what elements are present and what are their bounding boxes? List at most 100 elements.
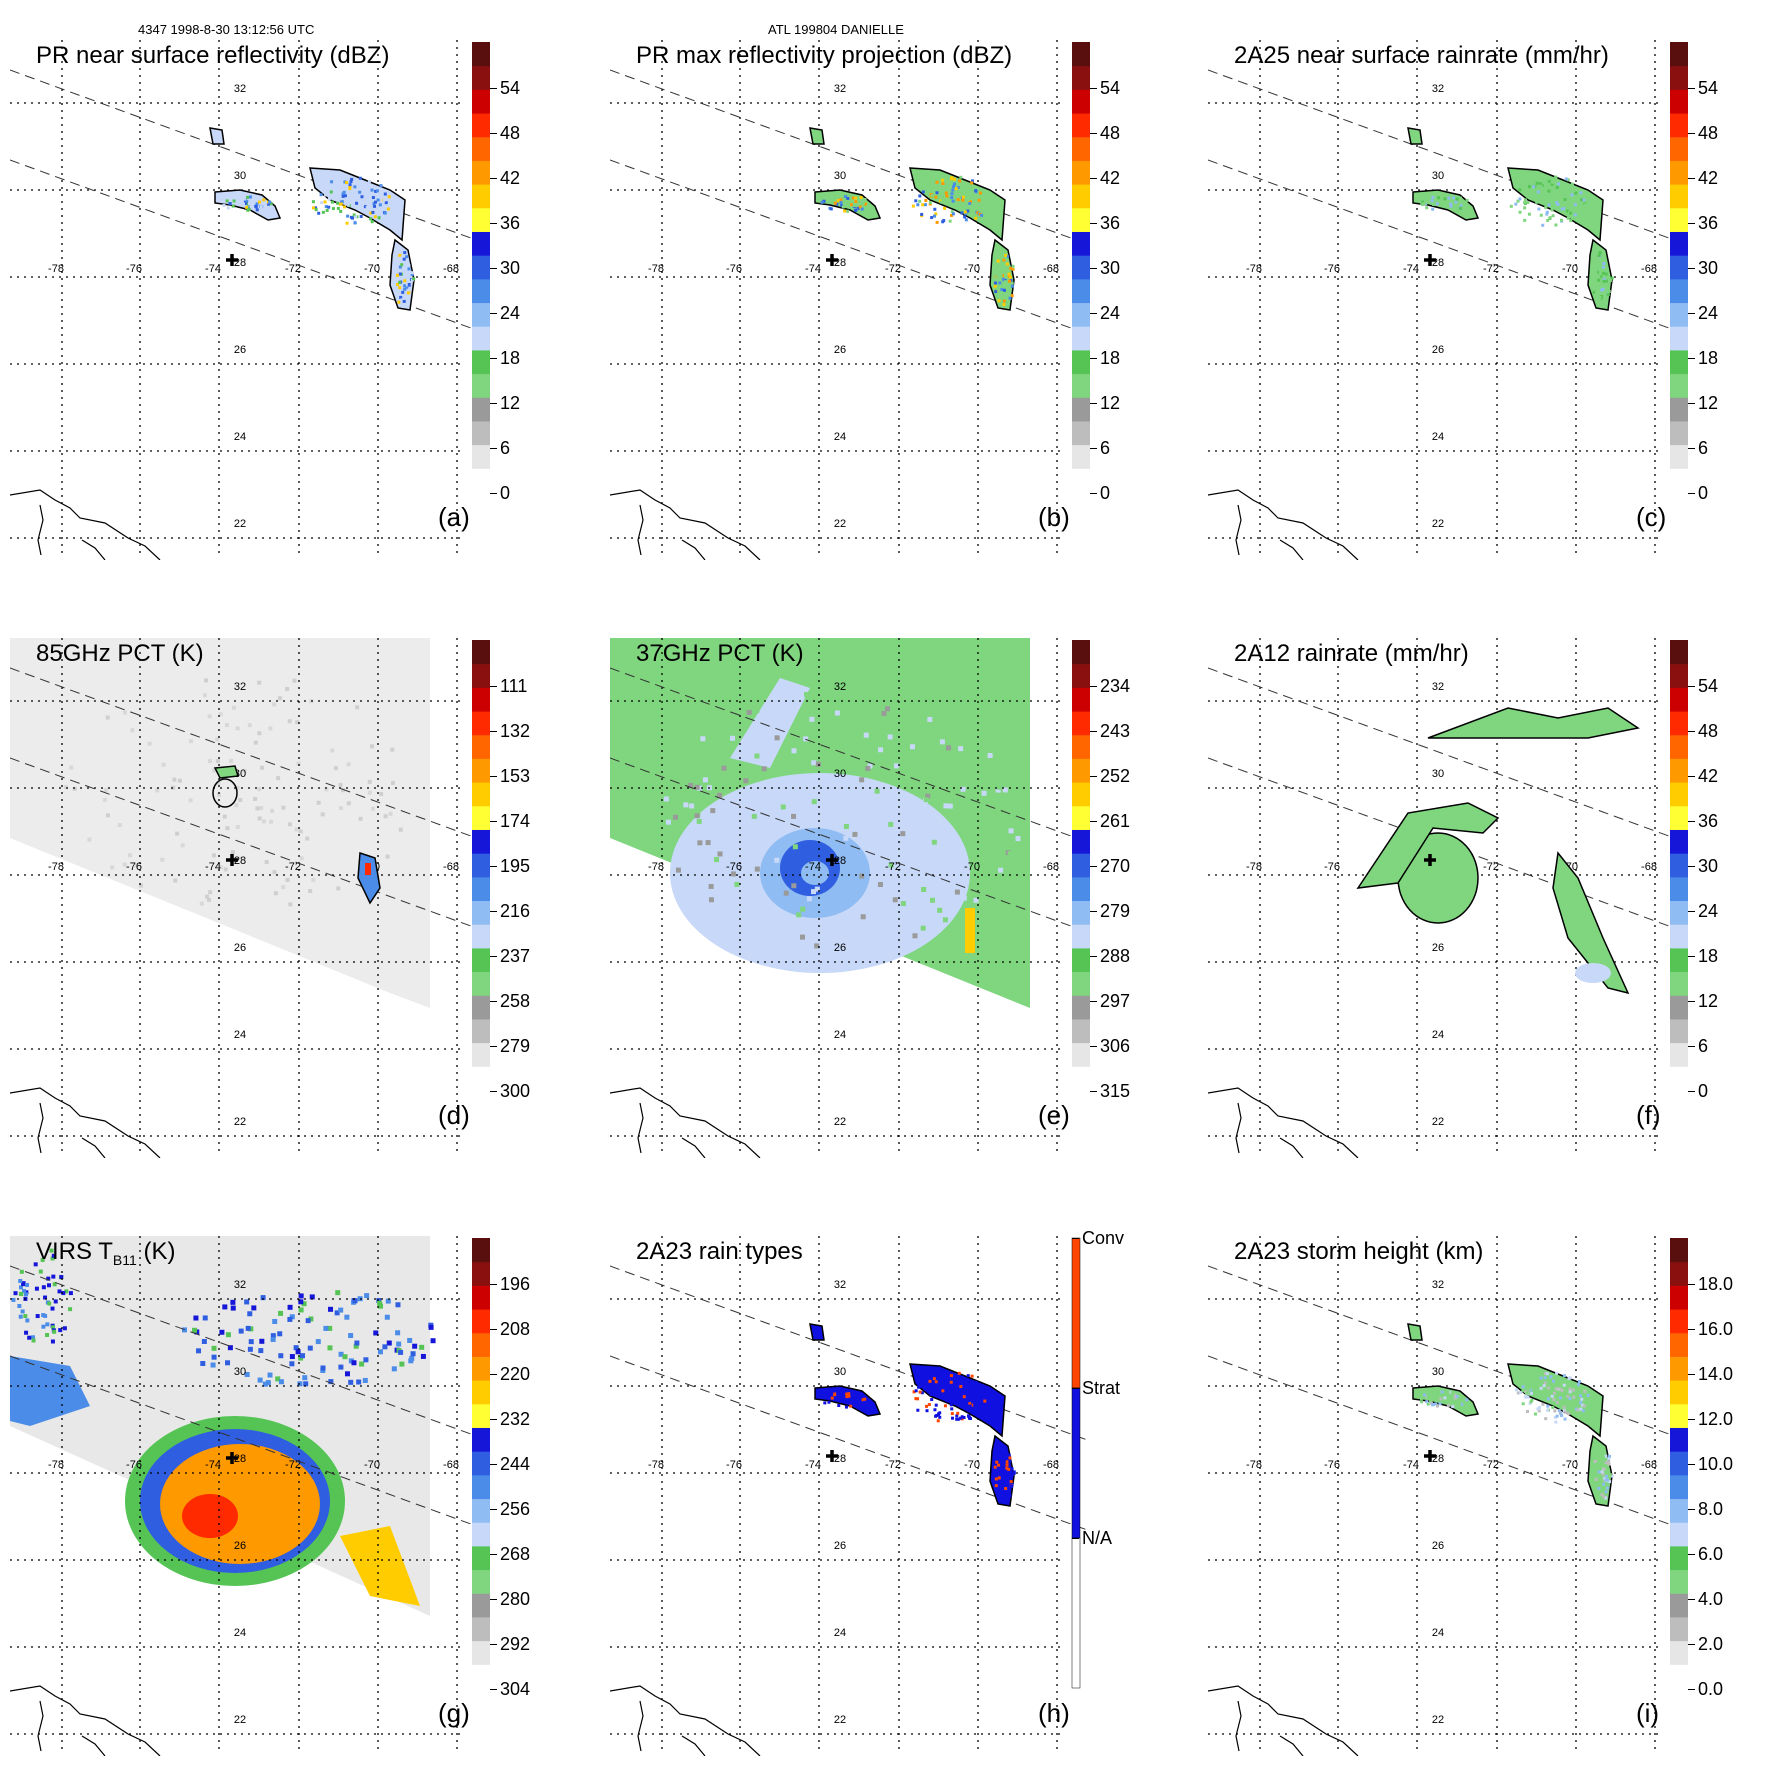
echo-pixel bbox=[51, 1325, 56, 1330]
echo-pixel bbox=[1559, 218, 1563, 222]
echo-pixel bbox=[406, 291, 410, 295]
colorbar-tick-label: 48 bbox=[1687, 123, 1719, 143]
echo-pixel bbox=[940, 178, 944, 182]
echo-pixel bbox=[396, 282, 400, 286]
echo-pixel bbox=[225, 1360, 231, 1366]
lon-label: -76 bbox=[726, 1459, 742, 1471]
colorbar-segment bbox=[1670, 468, 1688, 493]
echo-pixel bbox=[204, 678, 209, 683]
echo-pixel bbox=[968, 201, 972, 205]
echo-pixel bbox=[1009, 275, 1013, 279]
echo-pixel bbox=[407, 263, 411, 267]
echo-pixel bbox=[983, 1391, 987, 1395]
echo-pixel bbox=[945, 1398, 949, 1402]
lon-label: -74 bbox=[805, 1459, 821, 1471]
echo-pixel bbox=[1442, 204, 1446, 208]
echo-pixel bbox=[916, 1408, 920, 1412]
echo-pixel bbox=[1542, 1384, 1546, 1388]
echo-pixel bbox=[147, 741, 152, 746]
echo-pixel bbox=[199, 901, 204, 906]
lat-label: 22 bbox=[234, 1116, 246, 1128]
echo-pixel bbox=[295, 1349, 301, 1355]
storm-center-marker bbox=[226, 254, 238, 266]
echo-pixel bbox=[1534, 1381, 1538, 1385]
echo-pixel bbox=[875, 719, 881, 725]
echo-pixel bbox=[408, 1358, 414, 1364]
echo-pixel bbox=[358, 816, 363, 821]
echo-pixel bbox=[364, 1293, 370, 1299]
echo-pixel bbox=[1430, 199, 1434, 203]
echo-pixel bbox=[1547, 179, 1551, 183]
lon-label: -68 bbox=[1043, 1459, 1059, 1471]
echo-pixel bbox=[330, 200, 334, 204]
echo-pixel bbox=[909, 744, 915, 750]
echo-pixel bbox=[224, 722, 229, 727]
echo-pixel bbox=[292, 678, 297, 683]
echo-pixel bbox=[188, 798, 193, 803]
echo-pixel bbox=[1552, 191, 1556, 195]
echo-pixel bbox=[382, 198, 386, 202]
echo-pixel bbox=[248, 1326, 254, 1332]
echo-pixel bbox=[1597, 287, 1601, 291]
echo-pixel bbox=[909, 817, 915, 823]
echo-pixel bbox=[208, 759, 213, 764]
echo-pixel bbox=[994, 1484, 998, 1488]
echo-pixel bbox=[1594, 285, 1598, 289]
echo-pixel bbox=[847, 1394, 851, 1398]
colorbar-segment bbox=[1072, 782, 1090, 807]
echo-pixel bbox=[398, 827, 403, 832]
colorbar-tick-label: 6 bbox=[1687, 1036, 1709, 1056]
colorbar-tick-label: 42 bbox=[489, 168, 521, 188]
echo-pixel bbox=[352, 1298, 358, 1304]
echo-pixel bbox=[276, 776, 281, 781]
echo-pixel bbox=[929, 897, 935, 903]
echo-pixel bbox=[977, 198, 981, 202]
echo-pixel bbox=[937, 907, 943, 913]
echo-pixel bbox=[833, 201, 837, 205]
echo-pixel bbox=[1455, 197, 1459, 201]
echo-pixel bbox=[941, 914, 947, 920]
echo-pixel bbox=[367, 779, 372, 784]
echo-pixel bbox=[402, 257, 406, 261]
echo-pixel bbox=[51, 1253, 56, 1258]
echo-pixel bbox=[1574, 191, 1578, 195]
echo-pixel bbox=[998, 261, 1002, 265]
echo-pixel bbox=[244, 1299, 250, 1305]
echo-pixel bbox=[673, 814, 679, 820]
echo-pixel bbox=[1581, 1403, 1585, 1407]
echo-pixel bbox=[38, 1269, 43, 1274]
echo-pixel bbox=[1608, 1480, 1612, 1484]
echo-pixel bbox=[1597, 270, 1601, 274]
colorbar-segment bbox=[472, 1285, 490, 1310]
colorbar-segment bbox=[1670, 326, 1688, 351]
echo-pixel bbox=[234, 803, 239, 808]
echo-pixel bbox=[946, 1399, 950, 1403]
echo-pixel bbox=[708, 897, 714, 903]
echo-pixel bbox=[924, 199, 928, 203]
swath-edge-north bbox=[610, 667, 1090, 844]
echo-pixel bbox=[1423, 1393, 1427, 1397]
echo-pixel bbox=[244, 202, 248, 206]
warm-spot bbox=[965, 908, 975, 953]
colorbar-segment bbox=[1072, 971, 1090, 996]
colorbar-segment bbox=[1072, 184, 1090, 209]
colorbar-segment bbox=[1072, 468, 1090, 493]
colorbar-tick-label: 18 bbox=[489, 348, 521, 368]
echo-pixel bbox=[949, 1387, 953, 1391]
lat-label: 32 bbox=[234, 681, 246, 693]
colorbar-segment bbox=[1670, 1451, 1688, 1476]
echo-pixel bbox=[336, 206, 340, 210]
colorbar-segment bbox=[1670, 184, 1688, 209]
echo-pixel bbox=[1579, 1401, 1583, 1405]
echo-pixel bbox=[970, 198, 974, 202]
colorbar-segment bbox=[1072, 853, 1090, 878]
echo-pixel bbox=[1523, 206, 1527, 210]
echo-pixel bbox=[969, 200, 973, 204]
echo-pixel bbox=[1529, 1388, 1533, 1392]
echo-pixel bbox=[975, 1406, 979, 1410]
swath-edge-south bbox=[1208, 1355, 1688, 1532]
echo-pixel bbox=[285, 877, 290, 882]
echo-pixel bbox=[939, 739, 945, 745]
echo-pixel bbox=[323, 200, 327, 204]
lon-label: -72 bbox=[285, 861, 301, 873]
